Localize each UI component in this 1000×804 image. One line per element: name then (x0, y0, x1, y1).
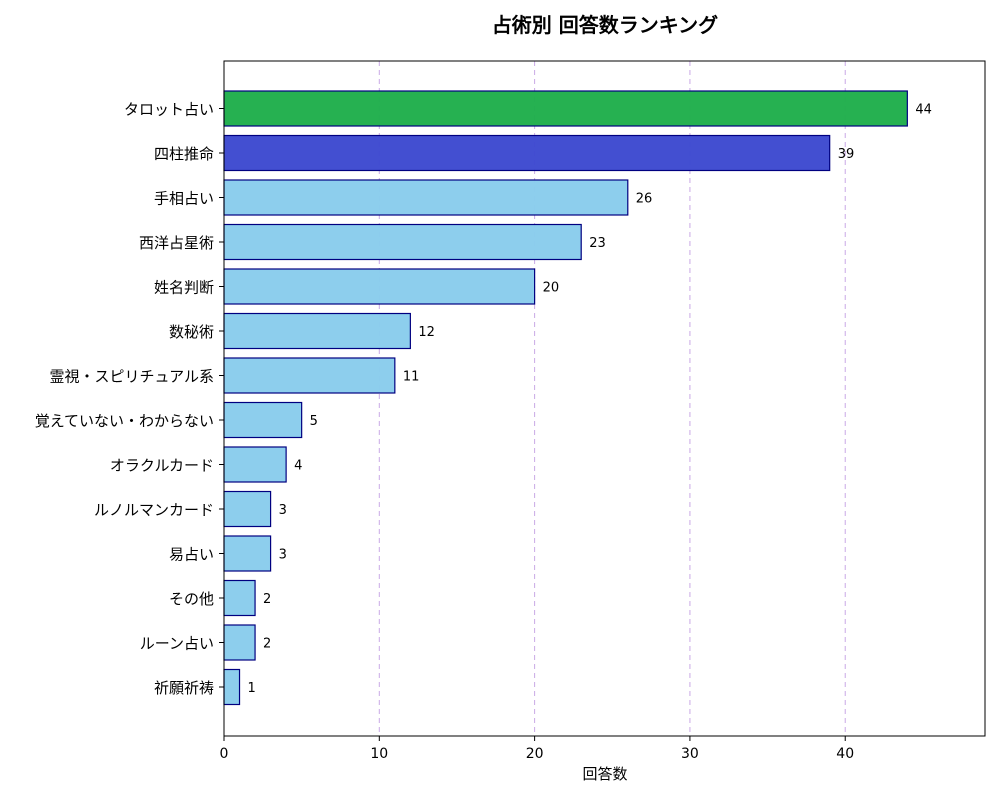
bar (223, 490, 272, 528)
x-tick-label: 40 (836, 746, 854, 762)
bar-value-label: 44 (915, 103, 932, 118)
category-label: ルノルマンカード (94, 501, 214, 519)
chart-title: 占術別 回答数ランキング (492, 13, 718, 37)
bar (223, 401, 303, 439)
category-label: 霊視・スピリチュアル系 (49, 368, 214, 386)
category-label: タロット占い (124, 101, 214, 119)
x-tick-label: 30 (681, 746, 699, 762)
grid-layer (378, 61, 846, 736)
bar (223, 446, 287, 483)
plot-frame (223, 60, 986, 737)
category-label: 数秘術 (169, 323, 214, 341)
category-label: その他 (169, 590, 214, 608)
bar-layer (223, 90, 908, 706)
bar-value-label: 3 (279, 548, 287, 563)
bar (223, 223, 582, 261)
category-label: 易占い (169, 546, 214, 564)
bar-value-label: 3 (279, 503, 287, 518)
bar (223, 535, 272, 572)
x-tick-layer: 0 10 20 30 40 (220, 736, 854, 762)
category-label: オラクルカード (110, 457, 214, 475)
x-axis-label: 回答数 (582, 765, 627, 783)
category-label: ルーン占い (140, 635, 214, 653)
bar-value-label: 39 (838, 147, 855, 162)
x-tick-label: 10 (370, 746, 388, 762)
bar-value-label: 23 (589, 236, 606, 251)
bar-value-label: 2 (263, 592, 271, 607)
bar-value-label: 20 (543, 281, 560, 296)
x-tick-label: 20 (526, 746, 544, 762)
bar (223, 668, 241, 706)
bar-value-label: 26 (636, 192, 653, 207)
category-label: 姓名判断 (154, 279, 214, 297)
x-tick-label: 0 (220, 746, 229, 762)
bar (223, 134, 831, 172)
bar-value-label: 11 (403, 370, 420, 385)
bar-value-label: 5 (310, 414, 318, 429)
category-label: 手相占い (154, 190, 214, 208)
bar (223, 268, 536, 305)
category-label: 祈願祈祷 (154, 679, 214, 697)
bar-value-label: 4 (294, 459, 302, 474)
bar-value-label: 1 (248, 681, 256, 696)
category-label-layer: タロット占い四柱推命手相占い西洋占星術姓名判断数秘術霊視・スピリチュアル系覚えて… (35, 101, 224, 697)
bar (223, 312, 411, 350)
category-label: 西洋占星術 (139, 234, 214, 252)
bar (223, 90, 908, 127)
bar-value-label: 12 (418, 325, 435, 340)
value-label-layer: 44 39 26 23 20 12 11 5 4 3 3 2 2 1 (248, 103, 932, 697)
category-label: 覚えていない・わからない (35, 412, 214, 430)
bar (223, 179, 629, 216)
bar (223, 579, 256, 617)
category-label: 四柱推命 (154, 145, 214, 163)
bar (223, 624, 256, 661)
bar-value-label: 2 (263, 637, 271, 652)
bar (223, 357, 396, 394)
